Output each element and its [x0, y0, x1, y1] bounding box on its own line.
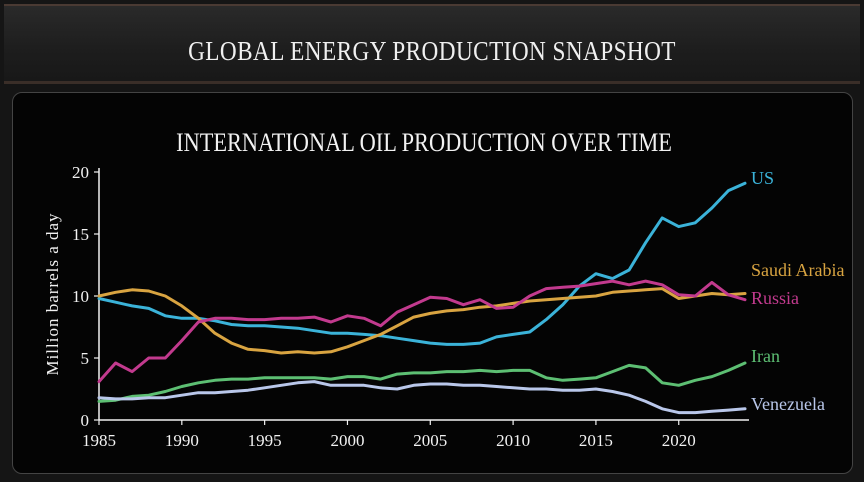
series-label-russia: Russia [751, 288, 799, 308]
series-line-russia [97, 279, 747, 384]
x-tick-label: 1990 [165, 431, 199, 450]
series-line-us [97, 181, 747, 346]
x-tick-label: 2005 [413, 431, 447, 450]
series-label-saudi-arabia: Saudi Arabia [751, 260, 844, 280]
y-tick-label: 10 [72, 287, 89, 306]
series-label-venezuela: Venezuela [751, 394, 825, 414]
y-tick-label: 0 [81, 411, 90, 430]
x-tick-label: 2015 [579, 431, 613, 450]
x-tick-label: 2020 [662, 431, 696, 450]
x-tick-label: 2000 [330, 431, 364, 450]
x-tick-label: 2010 [496, 431, 530, 450]
y-tick-label: 5 [81, 349, 90, 368]
banner-title: GLOBAL ENERGY PRODUCTION SNAPSHOT [188, 36, 676, 66]
series-line-saudi-arabia [97, 287, 747, 355]
series-labels: US Saudi Arabia Russia Iran Venezuela [751, 168, 844, 414]
axes: 0 5 10 15 20 1985 1990 1995 2000 2005 2010 2015 2020 [72, 163, 749, 450]
x-tick-label: 1995 [248, 431, 282, 450]
chart-title: INTERNATIONAL OIL PRODUCTION OVER TIME [176, 128, 672, 157]
series-label-us: US [751, 168, 774, 188]
series-line-iran [97, 361, 747, 403]
banner: GLOBAL ENERGY PRODUCTION SNAPSHOT [4, 4, 860, 84]
y-axis-label: Million barrels a day [43, 212, 62, 375]
x-tick-label: 1985 [82, 431, 116, 450]
y-tick-label: 20 [72, 163, 89, 182]
series-lines [97, 181, 747, 415]
series-line-venezuela [97, 380, 747, 415]
y-tick-label: 15 [72, 225, 89, 244]
series-label-iran: Iran [751, 346, 780, 366]
